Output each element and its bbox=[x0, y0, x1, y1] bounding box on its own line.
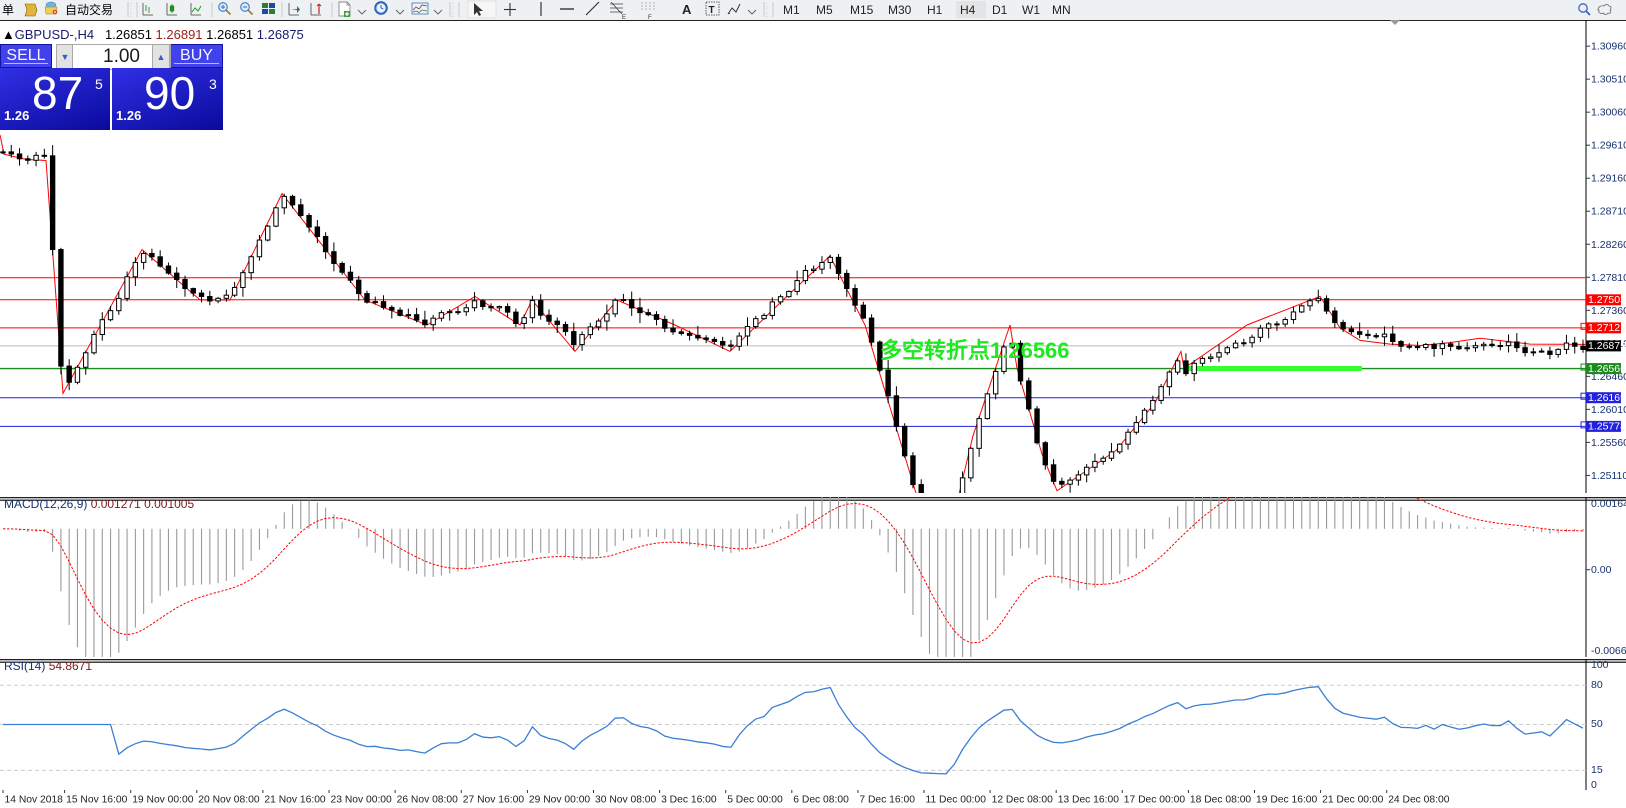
svg-text:自动交易: 自动交易 bbox=[65, 2, 113, 17]
svg-text:1.30060: 1.30060 bbox=[1591, 107, 1626, 119]
svg-text:D1: D1 bbox=[992, 3, 1008, 17]
svg-text:1.30510: 1.30510 bbox=[1591, 74, 1626, 86]
svg-text:1.29610: 1.29610 bbox=[1591, 140, 1626, 152]
svg-text:14 Nov 2018: 14 Nov 2018 bbox=[5, 795, 64, 806]
svg-text:1.26010: 1.26010 bbox=[1591, 404, 1626, 416]
svg-text:A: A bbox=[682, 2, 692, 17]
svg-text:1.25560: 1.25560 bbox=[1591, 437, 1626, 449]
svg-text:M15: M15 bbox=[850, 3, 874, 17]
svg-text:M1: M1 bbox=[783, 3, 800, 17]
svg-text:21 Dec 00:00: 21 Dec 00:00 bbox=[1322, 795, 1384, 806]
svg-text:MACD(12,26,9) 0.001271 0.00100: MACD(12,26,9) 0.001271 0.001005 bbox=[4, 497, 194, 511]
svg-text:0.001648: 0.001648 bbox=[1591, 498, 1626, 510]
svg-text:7 Dec 16:00: 7 Dec 16:00 bbox=[859, 795, 915, 806]
svg-text:27 Nov 16:00: 27 Nov 16:00 bbox=[463, 795, 525, 806]
svg-text:0: 0 bbox=[1591, 779, 1597, 790]
svg-text:12 Dec 08:00: 12 Dec 08:00 bbox=[992, 795, 1054, 806]
svg-text:0.00: 0.00 bbox=[1591, 564, 1612, 576]
svg-text:1.25110: 1.25110 bbox=[1591, 470, 1626, 482]
svg-text:单: 单 bbox=[2, 3, 14, 17]
svg-text:1.27360: 1.27360 bbox=[1591, 305, 1626, 317]
svg-text:1.27810: 1.27810 bbox=[1591, 272, 1626, 284]
svg-text:13 Dec 16:00: 13 Dec 16:00 bbox=[1058, 795, 1120, 806]
svg-text:M5: M5 bbox=[816, 3, 833, 17]
svg-text:1.29160: 1.29160 bbox=[1591, 173, 1626, 185]
svg-text:1.27503: 1.27503 bbox=[1588, 294, 1626, 306]
svg-text:H4: H4 bbox=[960, 3, 976, 17]
svg-text:H1: H1 bbox=[927, 3, 943, 17]
svg-text:20 Nov 08:00: 20 Nov 08:00 bbox=[198, 795, 260, 806]
svg-text:1.30960: 1.30960 bbox=[1591, 41, 1626, 53]
svg-text:1.26875: 1.26875 bbox=[1588, 340, 1626, 352]
svg-text:50: 50 bbox=[1591, 718, 1603, 730]
svg-text:26 Nov 08:00: 26 Nov 08:00 bbox=[397, 795, 459, 806]
svg-text:多空转折点1.26566: 多空转折点1.26566 bbox=[880, 338, 1070, 363]
svg-text:11 Dec 00:00: 11 Dec 00:00 bbox=[926, 795, 987, 806]
svg-text:T: T bbox=[709, 5, 715, 16]
svg-text:1.25778: 1.25778 bbox=[1588, 421, 1626, 433]
svg-text:1.27121: 1.27121 bbox=[1588, 322, 1626, 334]
svg-text:24 Dec 08:00: 24 Dec 08:00 bbox=[1388, 795, 1450, 806]
svg-text:6 Dec 08:00: 6 Dec 08:00 bbox=[793, 795, 849, 806]
svg-text:1.28710: 1.28710 bbox=[1591, 206, 1626, 218]
svg-text:21 Nov 16:00: 21 Nov 16:00 bbox=[264, 795, 326, 806]
svg-text:RSI(14) 54.8671: RSI(14) 54.8671 bbox=[4, 659, 92, 673]
svg-text:-0.00664: -0.00664 bbox=[1591, 645, 1626, 657]
svg-text:5 Dec 00:00: 5 Dec 00:00 bbox=[727, 795, 783, 806]
svg-text:1.28260: 1.28260 bbox=[1591, 239, 1626, 251]
svg-text:1.26566: 1.26566 bbox=[1588, 363, 1626, 375]
svg-text:18 Dec 08:00: 18 Dec 08:00 bbox=[1190, 795, 1252, 806]
svg-text:W1: W1 bbox=[1022, 3, 1040, 17]
svg-text:19 Dec 16:00: 19 Dec 16:00 bbox=[1256, 795, 1318, 806]
svg-text:1.26169: 1.26169 bbox=[1588, 392, 1626, 404]
svg-text:100: 100 bbox=[1591, 659, 1609, 671]
svg-text:19 Nov 00:00: 19 Nov 00:00 bbox=[132, 795, 194, 806]
svg-text:MN: MN bbox=[1052, 3, 1071, 17]
svg-text:15 Nov 16:00: 15 Nov 16:00 bbox=[66, 795, 128, 806]
svg-text:29 Nov 00:00: 29 Nov 00:00 bbox=[529, 795, 591, 806]
svg-text:23 Nov 00:00: 23 Nov 00:00 bbox=[331, 795, 393, 806]
svg-text:17 Dec 00:00: 17 Dec 00:00 bbox=[1124, 795, 1186, 806]
svg-text:15: 15 bbox=[1591, 764, 1603, 776]
svg-text:30 Nov 08:00: 30 Nov 08:00 bbox=[595, 795, 657, 806]
svg-text:80: 80 bbox=[1591, 679, 1603, 691]
svg-text:3 Dec 16:00: 3 Dec 16:00 bbox=[661, 795, 717, 806]
svg-text:M30: M30 bbox=[888, 3, 912, 17]
